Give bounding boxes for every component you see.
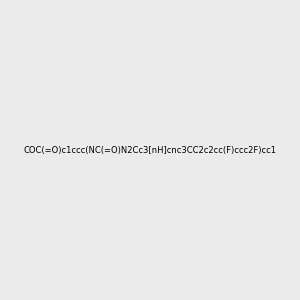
Text: COC(=O)c1ccc(NC(=O)N2Cc3[nH]cnc3CC2c2cc(F)ccc2F)cc1: COC(=O)c1ccc(NC(=O)N2Cc3[nH]cnc3CC2c2cc(… <box>23 146 277 154</box>
